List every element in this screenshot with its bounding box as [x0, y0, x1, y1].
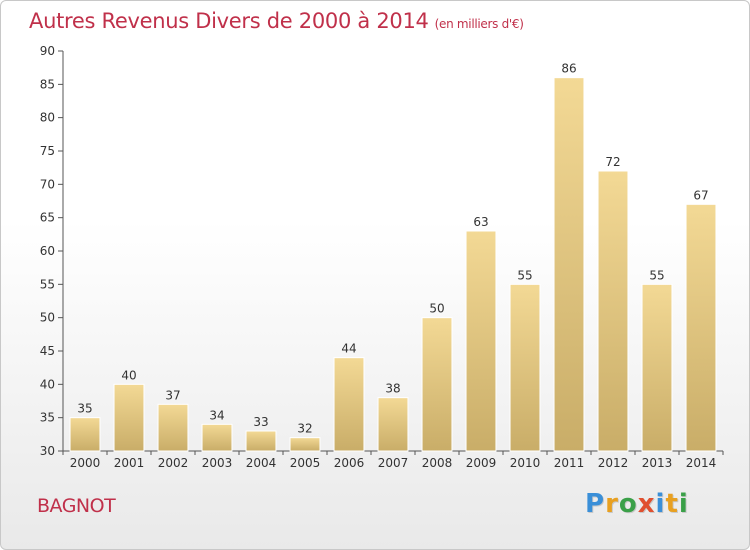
bars	[69, 77, 717, 452]
y-tick-label: 60	[40, 244, 55, 258]
x-tick-label: 2006	[334, 456, 365, 470]
data-label: 67	[693, 188, 708, 202]
x-tick-label: 2010	[510, 456, 541, 470]
data-label: 40	[121, 368, 136, 382]
bar	[509, 283, 541, 452]
chart-title-text: Autres Revenus Divers de 2000 à 2014	[29, 9, 429, 33]
x-tick-label: 2007	[378, 456, 409, 470]
logo-letter: i	[678, 489, 689, 519]
logo-letter: x	[637, 489, 656, 519]
logo-letter: t	[665, 489, 679, 519]
data-label: 63	[473, 215, 488, 229]
chart-subtitle: (en milliers d'€)	[434, 17, 524, 31]
x-tick-label: 2011	[554, 456, 585, 470]
bar	[113, 383, 145, 452]
y-tick-label: 70	[40, 177, 55, 191]
bar	[333, 357, 365, 452]
logo-letter: P	[585, 489, 606, 519]
bar	[465, 230, 497, 452]
bar	[421, 317, 453, 452]
bar	[685, 203, 717, 452]
y-tick-label: 50	[40, 311, 55, 325]
x-tick-label: 2014	[686, 456, 717, 470]
y-tick-label: 65	[40, 211, 55, 225]
x-tick-label: 2008	[422, 456, 453, 470]
y-tick-label: 75	[40, 144, 55, 158]
data-label: 44	[341, 342, 356, 356]
bar	[157, 403, 189, 452]
bar	[69, 417, 101, 452]
x-tick-label: 2003	[202, 456, 233, 470]
x-tick-label: 2002	[158, 456, 189, 470]
y-tick-label: 85	[40, 77, 55, 91]
data-label: 38	[385, 382, 400, 396]
data-label: 37	[165, 388, 180, 402]
bar	[553, 77, 585, 452]
data-label: 34	[209, 408, 224, 422]
x-tick-label: 2013	[642, 456, 673, 470]
data-label: 72	[605, 155, 620, 169]
y-tick-label: 45	[40, 344, 55, 358]
proxiti-logo: Proxiti	[585, 489, 689, 519]
commune-name: BAGNOT	[37, 495, 116, 517]
y-tick-label: 30	[40, 444, 55, 458]
x-tick-label: 2005	[290, 456, 321, 470]
y-tick-label: 55	[40, 277, 55, 291]
chart-title: Autres Revenus Divers de 2000 à 2014 (en …	[29, 9, 524, 33]
logo-letter: i	[655, 489, 666, 519]
y-tick-label: 35	[40, 411, 55, 425]
bar	[289, 437, 321, 452]
x-tick-label: 2001	[114, 456, 145, 470]
y-tick-label: 80	[40, 111, 55, 125]
y-tick-label: 40	[40, 377, 55, 391]
data-label: 55	[517, 268, 532, 282]
data-label: 86	[561, 62, 576, 76]
y-tick-label: 90	[40, 44, 55, 58]
bar	[377, 397, 409, 452]
x-tick-label: 2012	[598, 456, 629, 470]
data-label: 33	[253, 415, 268, 429]
bar	[641, 283, 673, 452]
x-tick-label: 2009	[466, 456, 497, 470]
x-tick-label: 2004	[246, 456, 277, 470]
axes: 30 35 40 45 50 55 60 65 70 75 80 85 90 2000 2001 2002 20…	[40, 44, 724, 470]
logo-letter: r	[605, 489, 619, 519]
data-labels: 35 40 37 34 33 32 44 38 50 63 55 86 72 55 67	[77, 62, 708, 436]
data-label: 32	[297, 422, 312, 436]
logo-letter: o	[618, 489, 638, 519]
data-label: 55	[649, 268, 664, 282]
bar	[201, 423, 233, 452]
bar	[245, 430, 277, 452]
x-tick-label: 2000	[70, 456, 101, 470]
data-label: 35	[77, 402, 92, 416]
data-label: 50	[429, 302, 444, 316]
bar	[597, 170, 629, 452]
